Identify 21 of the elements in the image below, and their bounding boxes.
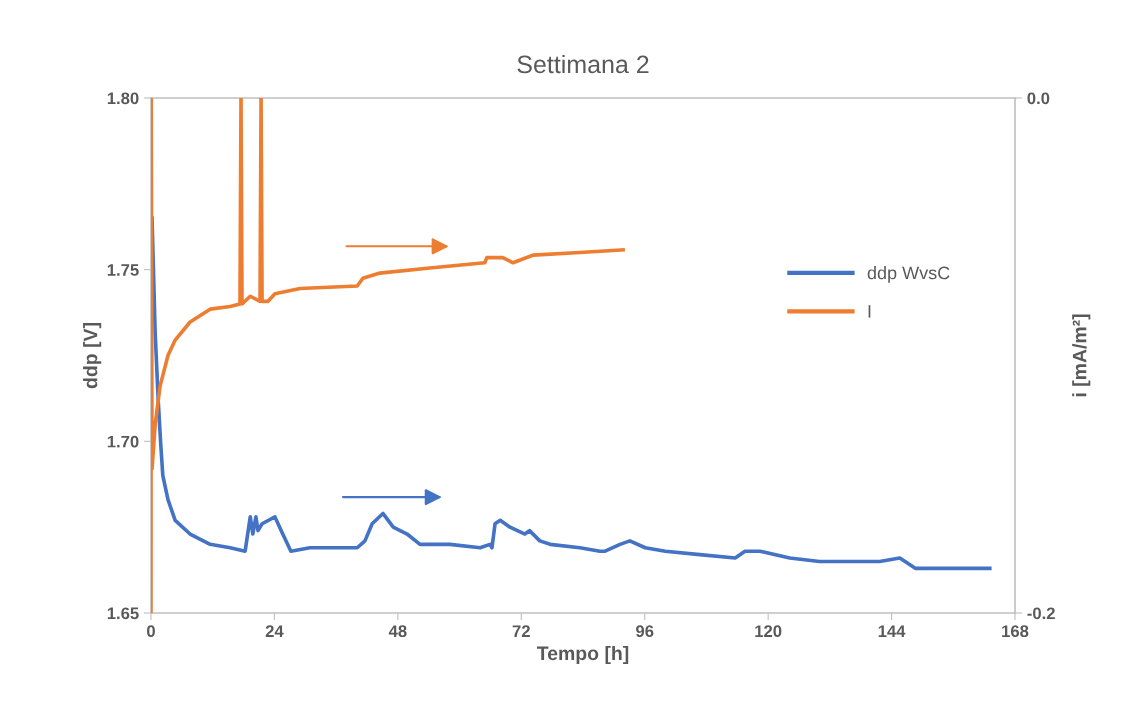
- x-tick-label: 168: [1002, 625, 1029, 638]
- y-tick-label: 1.65: [107, 607, 139, 620]
- line-series: [151, 216, 992, 571]
- y-tick-label: 1.80: [107, 92, 139, 105]
- y2-tick-label: 0.0: [1027, 92, 1050, 105]
- x-tick-label: 120: [755, 625, 782, 638]
- legend-label: I: [868, 305, 871, 318]
- y-axis-title: ddp [V]: [83, 323, 102, 389]
- x-axis-title: Tempo [h]: [536, 645, 629, 665]
- x-tick-label: 48: [388, 625, 407, 638]
- legend-label: ddp WvsC: [867, 266, 950, 283]
- x-tick-label: 72: [512, 625, 530, 637]
- x-tick-label: 144: [878, 625, 906, 637]
- chart-title: Settimana 2: [517, 54, 649, 74]
- y-tick-label: 1.75: [107, 264, 139, 276]
- y2-tick-label: -0.2: [1027, 607, 1055, 620]
- x-tick-label: 24: [265, 625, 284, 637]
- x-tick-label: 96: [636, 625, 654, 638]
- x-tick-label: 0: [147, 625, 155, 638]
- y-tick-label: 1.70: [107, 435, 139, 448]
- y2-axis-title: i [mA/m²]: [1072, 314, 1091, 397]
